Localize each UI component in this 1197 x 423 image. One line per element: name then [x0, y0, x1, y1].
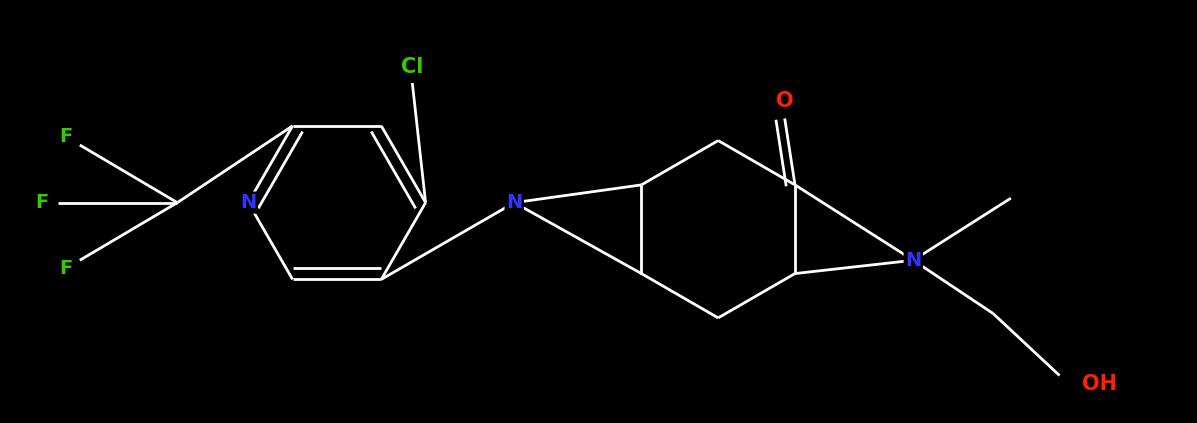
Text: O: O — [776, 91, 794, 111]
Text: OH: OH — [1082, 374, 1117, 394]
Text: Cl: Cl — [401, 57, 424, 77]
Text: N: N — [241, 193, 256, 212]
Text: F: F — [60, 259, 73, 278]
Text: N: N — [506, 193, 522, 212]
Text: N: N — [905, 251, 922, 270]
Text: F: F — [60, 127, 73, 146]
Text: F: F — [35, 193, 48, 212]
